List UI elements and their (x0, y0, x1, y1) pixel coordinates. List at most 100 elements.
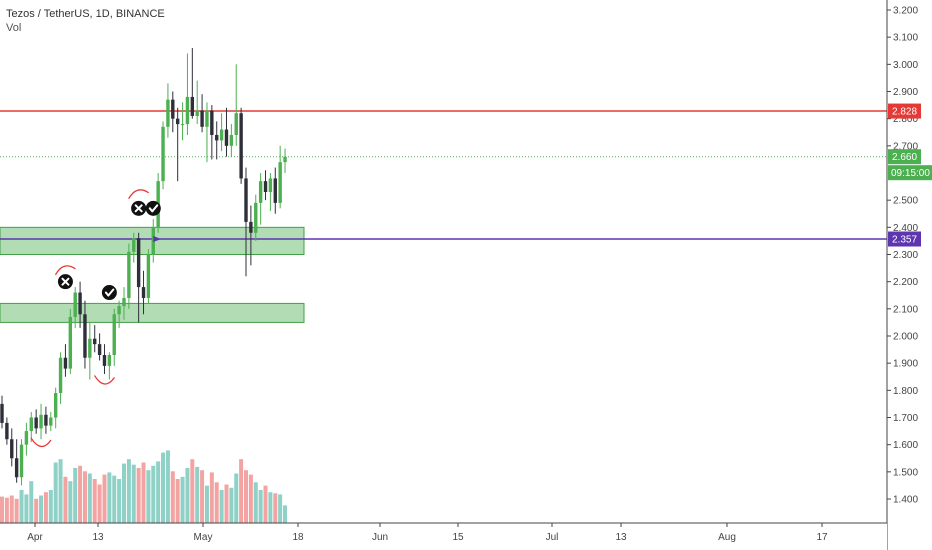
candle-body (224, 129, 229, 146)
volume-bar (263, 485, 268, 523)
x-tick-label: Apr (27, 532, 43, 543)
candle-body (136, 238, 141, 288)
candle (5, 417, 9, 445)
volume-bar (0, 496, 4, 523)
pivot-arc (93, 375, 116, 385)
current-price-label: 2.660 (892, 152, 917, 163)
volume-bar (214, 482, 219, 523)
candle (53, 387, 58, 429)
candle-body (58, 357, 63, 394)
candle (146, 249, 151, 304)
check-marker-icon (101, 285, 117, 301)
candle (58, 352, 63, 404)
x-tick-label: 15 (452, 532, 464, 543)
volume-bar (190, 459, 195, 523)
candle (73, 287, 77, 328)
candle (93, 325, 97, 353)
candle-body (107, 355, 112, 366)
candle-body (19, 444, 24, 478)
candle-body (78, 292, 82, 315)
candle-body (53, 393, 58, 418)
volume-bar (146, 470, 151, 523)
lower-demand-zone (0, 302, 305, 323)
volume-bar (58, 459, 63, 523)
candle-body (127, 251, 131, 298)
volume-bar (48, 490, 53, 523)
volume-bar (122, 463, 126, 523)
volume-bar (53, 462, 58, 523)
volume-bar (131, 464, 136, 523)
candle (10, 428, 14, 467)
volume-bar (229, 487, 234, 523)
candle (278, 145, 282, 209)
y-tick-label: 2.400 (893, 223, 918, 234)
candle (117, 300, 121, 328)
volume-bar (136, 468, 141, 523)
volume-bar (24, 494, 29, 523)
volume-bar (234, 473, 239, 523)
candle (200, 94, 204, 133)
cross-marker-icon (57, 274, 73, 290)
candle (258, 173, 263, 225)
candle (224, 107, 229, 157)
countdown-tag (888, 165, 932, 181)
x-tick-label: 13 (92, 532, 104, 543)
candle (171, 91, 175, 133)
volume-bar (204, 485, 209, 523)
y-tick-label: 2.700 (893, 141, 918, 152)
resistance-price-label: 2.828 (892, 107, 917, 118)
candle-body (122, 297, 126, 307)
candle (161, 121, 165, 190)
candle (102, 344, 107, 375)
check-marker-icon (145, 200, 161, 216)
candle-body (278, 162, 282, 203)
volume-bar (9, 495, 14, 523)
x-tick-label: 13 (615, 532, 627, 543)
candle-body (175, 118, 180, 125)
y-tick-label: 2.100 (893, 304, 918, 315)
candle-body (239, 113, 243, 179)
support-arrow-icon (153, 236, 162, 243)
candle (49, 412, 53, 432)
candle (175, 107, 180, 182)
candle-body (258, 181, 263, 203)
candle-body (146, 254, 151, 298)
candle (249, 205, 253, 266)
y-tick-label: 2.900 (893, 87, 918, 98)
candle (0, 395, 4, 429)
candle (190, 48, 195, 119)
volume-bar (209, 472, 214, 523)
x-tick-label: May (194, 532, 213, 543)
volume-bar (4, 497, 9, 523)
candle (239, 107, 243, 184)
candle (244, 167, 248, 277)
candle-body (215, 134, 219, 141)
candle-body (88, 338, 92, 358)
candle (263, 170, 268, 201)
volume-bar (283, 505, 288, 523)
volume-bar (78, 465, 83, 523)
candle-body (5, 422, 9, 440)
pivot-arc (128, 189, 150, 200)
x-tick-label: 18 (292, 532, 304, 543)
candle-body (44, 414, 48, 426)
candle (273, 167, 277, 214)
volume-bar (102, 474, 107, 523)
volume-bar (117, 479, 122, 523)
candle (34, 409, 38, 434)
volume-bar (244, 470, 248, 523)
candle (127, 243, 131, 309)
volume-bar (126, 459, 131, 523)
candle-body (102, 355, 107, 366)
volume-bar (39, 495, 44, 523)
y-tick-label: 2.200 (893, 277, 918, 288)
candle (107, 352, 112, 380)
candle (112, 308, 116, 366)
candle-body (73, 292, 77, 317)
volume-bar (82, 471, 87, 523)
volume-bar (253, 482, 258, 523)
volume-bar (180, 476, 185, 523)
candle-body (205, 110, 209, 127)
volume-layer (0, 450, 288, 523)
